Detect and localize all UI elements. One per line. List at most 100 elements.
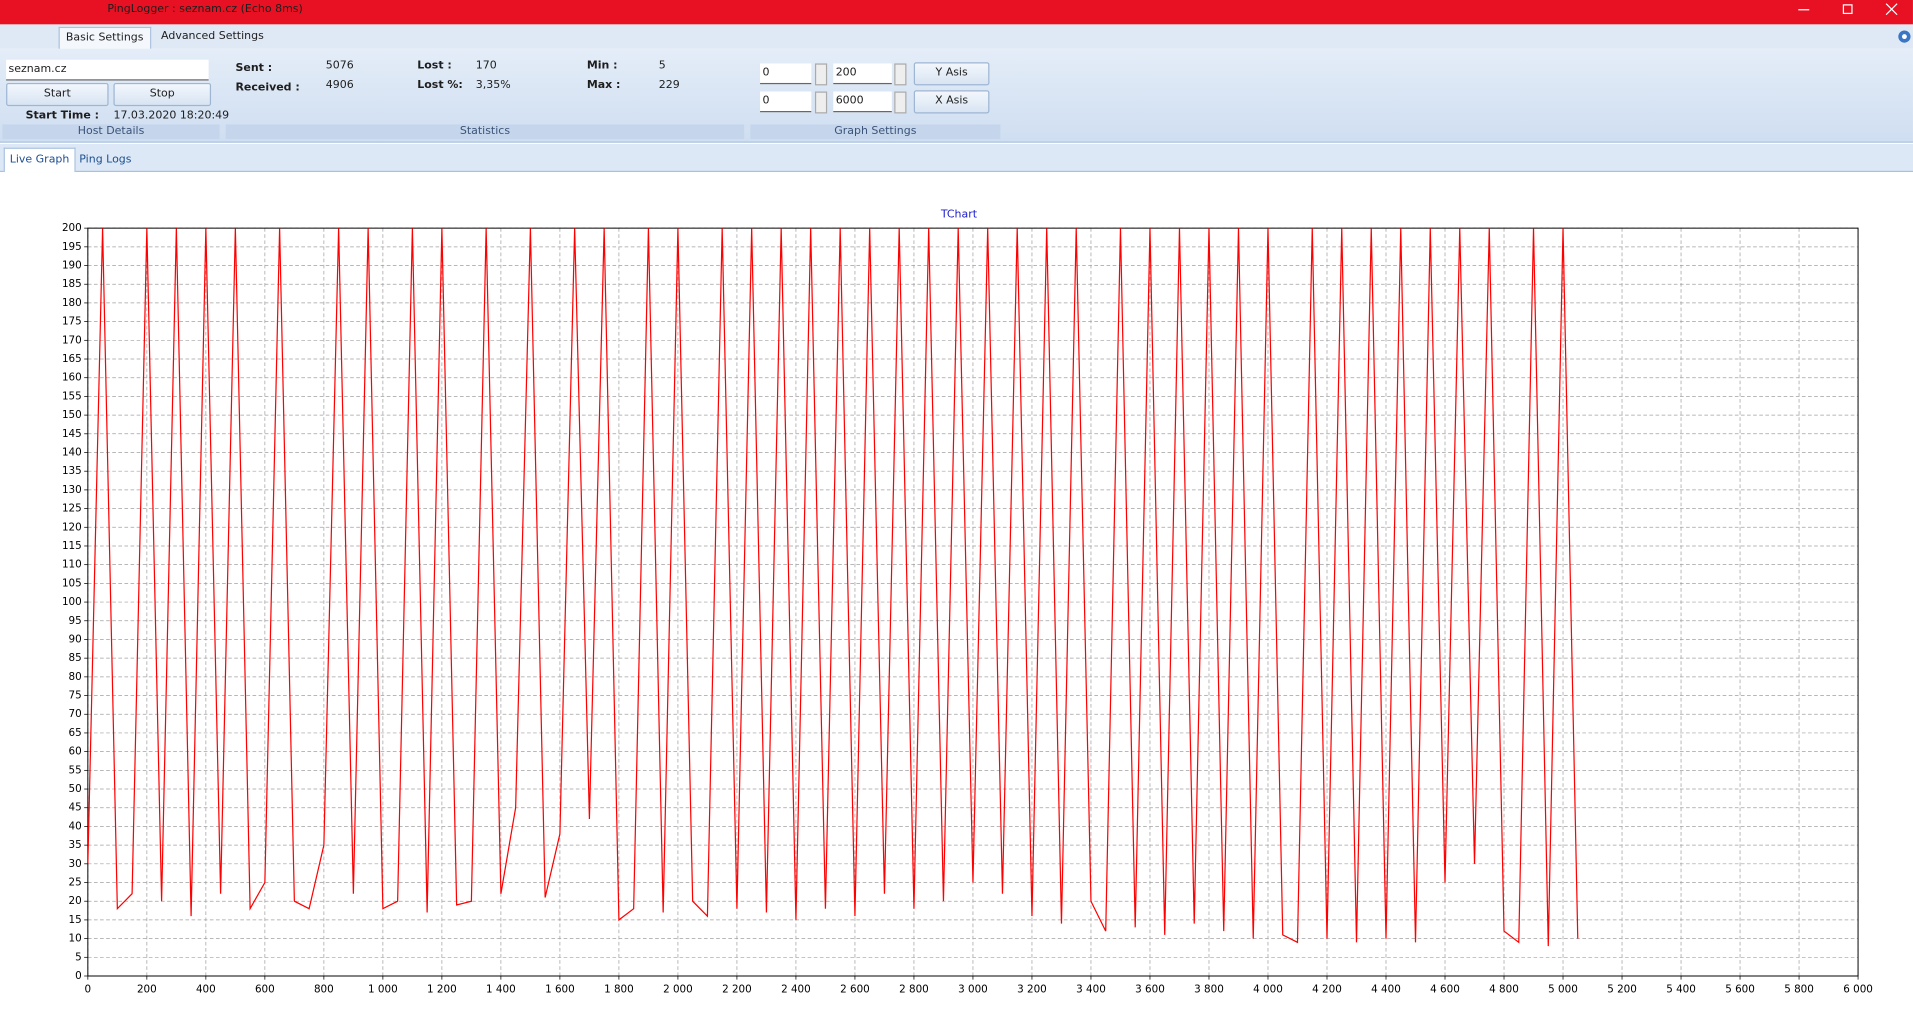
stat-label: Sent :	[235, 62, 272, 74]
x-axis-button[interactable]: X Asis	[914, 90, 990, 113]
y-tick-label: 160	[62, 372, 82, 384]
x-tick-label: 3 800	[1194, 983, 1224, 995]
help-icon[interactable]	[1897, 29, 1912, 44]
stat-value: 5076	[326, 60, 354, 72]
host-input[interactable]: seznam.cz	[6, 60, 209, 81]
x-tick-label: 4 200	[1312, 983, 1342, 995]
x-tick-label: 1 000	[368, 983, 398, 995]
x-tick-label: 600	[255, 983, 275, 995]
x-tick-label: 5 200	[1607, 983, 1637, 995]
spinner[interactable]	[894, 92, 906, 114]
y-tick-label: 35	[69, 839, 82, 851]
x-tick-label: 1 400	[486, 983, 516, 995]
chart: TChart 051015202530354045505560657075808…	[0, 172, 1913, 1028]
y-tick-label: 110	[62, 559, 82, 571]
y-tick-label: 25	[69, 877, 82, 889]
y-tick-label: 140	[62, 446, 82, 458]
close-icon[interactable]	[1886, 4, 1897, 15]
x-tick-label: 4 400	[1371, 983, 1401, 995]
x-tick-label: 2 600	[840, 983, 870, 995]
spinner[interactable]	[815, 63, 827, 85]
stat-value: 4906	[326, 79, 354, 91]
x-tick-label: 5 400	[1666, 983, 1696, 995]
y-tick-label: 70	[69, 708, 82, 720]
x-tick-label: 5 000	[1548, 983, 1578, 995]
y-tick-label: 150	[62, 409, 82, 421]
x-tick-label: 3 200	[1017, 983, 1047, 995]
y-max-input[interactable]: 200	[833, 63, 892, 84]
y-tick-label: 170	[62, 334, 82, 346]
group-label: Graph Settings	[750, 124, 1000, 139]
y-tick-label: 30	[69, 858, 82, 870]
view-tab[interactable]: Live Graph	[4, 148, 76, 172]
y-min-input[interactable]: 0	[760, 63, 811, 84]
group-label: Host Details	[2, 124, 219, 139]
chart-title: TChart	[940, 208, 978, 221]
y-tick-label: 190	[62, 260, 82, 272]
y-tick-label: 10	[69, 933, 82, 945]
y-tick-label: 0	[75, 970, 82, 982]
start-button[interactable]: Start	[6, 83, 108, 106]
y-tick-label: 175	[62, 316, 82, 328]
ribbon-tab[interactable]: Basic Settings	[59, 27, 151, 49]
stat-value: 5	[659, 60, 666, 72]
y-tick-label: 85	[69, 652, 82, 664]
x-tick-label: 2 200	[722, 983, 752, 995]
spinner[interactable]	[815, 92, 827, 114]
x-tick-label: 800	[314, 983, 334, 995]
ribbon-tabs	[0, 24, 1913, 48]
x-tick-label: 5 800	[1784, 983, 1814, 995]
y-tick-label: 180	[62, 297, 82, 309]
x-tick-label: 4 000	[1253, 983, 1283, 995]
y-tick-label: 80	[69, 671, 82, 683]
x-tick-label: 3 400	[1076, 983, 1106, 995]
y-tick-label: 185	[62, 278, 82, 290]
y-tick-label: 45	[69, 802, 82, 814]
y-tick-label: 20	[69, 895, 82, 907]
y-tick-label: 130	[62, 484, 82, 496]
x-tick-label: 400	[196, 983, 216, 995]
x-tick-label: 4 800	[1489, 983, 1519, 995]
stat-label: Received :	[235, 82, 299, 94]
y-tick-label: 155	[62, 390, 82, 402]
ribbon-tab[interactable]: Advanced Settings	[155, 27, 270, 48]
x-tick-label: 200	[137, 983, 157, 995]
y-tick-label: 75	[69, 690, 82, 702]
stat-label: Max :	[587, 79, 621, 91]
x-tick-label: 5 600	[1725, 983, 1755, 995]
stat-label: Lost %:	[417, 79, 463, 91]
y-tick-label: 90	[69, 633, 82, 645]
x-tick-label: 0	[85, 983, 92, 995]
view-tab[interactable]: Ping Logs	[79, 149, 131, 172]
ping-line	[88, 228, 1578, 946]
maximize-icon[interactable]	[1843, 5, 1852, 14]
y-tick-label: 165	[62, 353, 82, 365]
y-tick-label: 135	[62, 465, 82, 477]
y-tick-label: 125	[62, 503, 82, 515]
spinner[interactable]	[894, 63, 906, 85]
stat-value: 229	[659, 79, 680, 91]
title-bar: PingLogger : seznam.cz (Echo 8ms)	[0, 0, 1913, 24]
start-time-label: Start Time :	[26, 110, 99, 122]
x-min-input[interactable]: 0	[760, 92, 811, 113]
x-tick-label: 4 600	[1430, 983, 1460, 995]
x-tick-label: 6 000	[1843, 983, 1873, 995]
x-max-input[interactable]: 6000	[833, 92, 892, 113]
y-tick-label: 100	[62, 596, 82, 608]
y-tick-label: 145	[62, 428, 82, 440]
window-title: PingLogger : seznam.cz (Echo 8ms)	[107, 4, 302, 16]
view-tabs	[0, 144, 1913, 172]
group-label: Statistics	[226, 124, 745, 139]
x-tick-label: 2 800	[899, 983, 929, 995]
stop-button[interactable]: Stop	[113, 83, 211, 106]
x-tick-label: 2 000	[663, 983, 693, 995]
window-controls[interactable]	[1781, 0, 1913, 24]
stat-label: Min :	[587, 60, 618, 72]
stat-value: 170	[476, 60, 497, 72]
x-tick-label: 2 400	[781, 983, 811, 995]
y-tick-label: 115	[62, 540, 82, 552]
y-axis-button[interactable]: Y Asis	[914, 62, 990, 85]
x-tick-label: 1 200	[427, 983, 457, 995]
